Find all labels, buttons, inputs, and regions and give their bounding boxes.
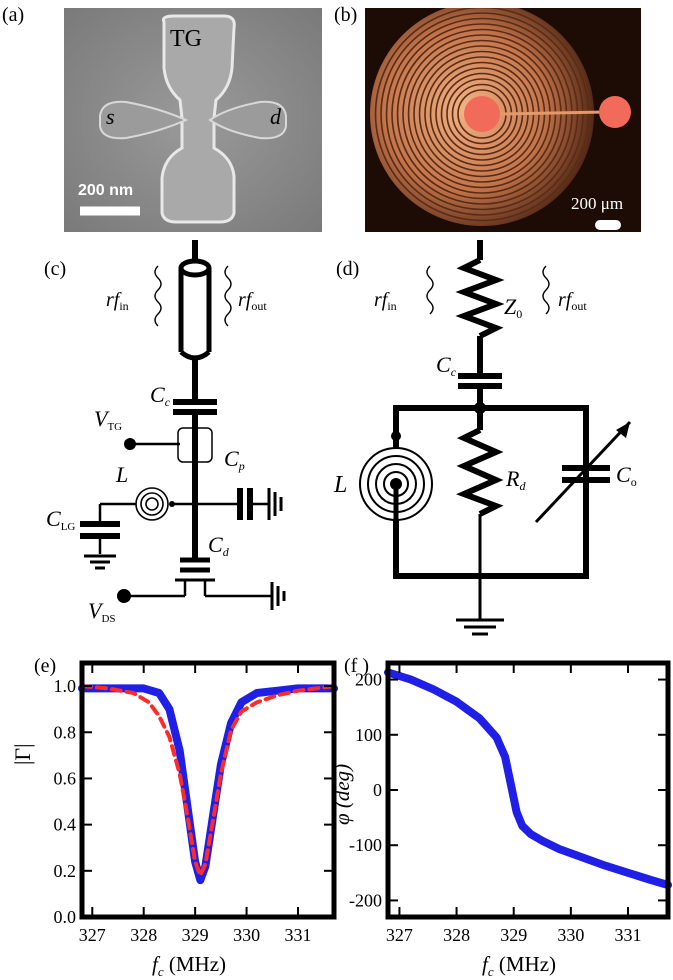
panel-label-d: (d) (336, 258, 360, 280)
chart-e-ytick-label: 0.4 (54, 815, 77, 835)
chart-e: 327 328 329 330 331 0.0 0.2 0.4 0.6 0.8 1.0 (54, 660, 338, 945)
chart-e-ytick-label: 0.8 (54, 722, 77, 742)
chart-e-xlabel: fc (MHz) (152, 952, 226, 980)
panel-label-e: (e) (34, 655, 57, 677)
chart-f-xtick-label: 328 (443, 925, 470, 945)
d-z0-label: Z0 (504, 294, 522, 321)
chart-f-ytick-label: 0 (373, 780, 382, 800)
d-cc-label: Cc (436, 352, 457, 379)
micro-scale-bar (595, 220, 621, 230)
chart-f-xtick-label: 327 (386, 925, 413, 945)
micro-scale-text: 200 μm (571, 194, 624, 213)
c-vtg-label: VTG (94, 406, 122, 433)
d-co-label: Co (616, 462, 637, 489)
circuit-d: rfin rfout Z0 Cc L Rd Co (333, 240, 637, 636)
sem-image: TG s d 200 nm (64, 8, 322, 232)
c-cc-label: Cc (150, 382, 171, 409)
c-rf-in-label: rfin (106, 289, 129, 313)
chart-e-ytick-label: 0.0 (54, 907, 77, 927)
c-rf-out-label: rfout (238, 289, 267, 313)
sem-drain-label: d (270, 104, 281, 129)
chart-e-ytick-label: 0.2 (54, 861, 77, 881)
sem-scale-text: 200 nm (78, 182, 134, 199)
chart-e-xlabel-unit: (MHz) (163, 952, 227, 976)
chart-e-series-1 (80, 684, 336, 878)
sem-device-graphic (64, 8, 322, 232)
d-rf-in-label: rfin (374, 289, 397, 313)
d-rd-label: Rd (505, 466, 526, 493)
chart-e-xtick-label: 331 (285, 925, 312, 945)
spiral-inductor-graphic (365, 8, 641, 232)
c-cp-label: Cp (224, 446, 245, 473)
chart-e-frame (79, 660, 337, 920)
circuit-c: rfin rfout Cc VTG Cp L CLG Cd VDS (46, 240, 286, 625)
chart-f-xtick-label: 330 (557, 925, 584, 945)
sem-source-label: s (106, 104, 115, 129)
chart-e-xtick-label: 330 (233, 925, 260, 945)
c-vds-label: VDS (88, 598, 116, 625)
chart-e-xtick-label: 327 (79, 925, 106, 945)
chart-f-xlabel-f: f (482, 952, 488, 976)
chart-f-xlabel-unit: (MHz) (493, 952, 557, 976)
c-l-label: L (115, 462, 128, 487)
d-l-label: L (333, 472, 347, 498)
chart-f-ytick-label: -100 (349, 835, 382, 855)
chart-f: 327 328 329 330 331 -200 -100 0 100 200 (349, 660, 672, 945)
chart-f-ytick-label: 100 (355, 725, 382, 745)
chart-f-xtick-label: 329 (500, 925, 527, 945)
chart-f-series-0 (384, 668, 672, 889)
chart-f-xlabel-sub: c (487, 964, 494, 980)
panel-label-f: (f ) (344, 655, 369, 677)
chart-e-xtick-label: 328 (130, 925, 157, 945)
chart-e-xlabel-f: f (152, 952, 158, 976)
d-rf-out-label: rfout (558, 289, 587, 313)
chart-f-xtick-label: 331 (615, 925, 642, 945)
chart-f-ytick-label: 200 (355, 670, 382, 690)
panel-label-c: (c) (44, 258, 67, 280)
sem-gate-label: TG (170, 26, 202, 52)
panel-label-b: (b) (334, 4, 358, 26)
c-cd-label: Cd (208, 532, 230, 559)
chart-e-ytick-label: 0.6 (54, 768, 77, 788)
chart-f-xlabel: fc (MHz) (482, 952, 556, 980)
spiral-micrograph: 200 μm (365, 8, 641, 232)
chart-e-ytick-label: 1.0 (54, 676, 77, 696)
chart-e-xlabel-sub: c (157, 964, 164, 980)
c-clg-label: CLG (46, 506, 75, 533)
panel-label-a: (a) (2, 4, 25, 26)
chart-f-ytick-label: -200 (349, 890, 382, 910)
chart-f-frame (385, 660, 671, 920)
chart-e-xtick-label: 329 (182, 925, 209, 945)
